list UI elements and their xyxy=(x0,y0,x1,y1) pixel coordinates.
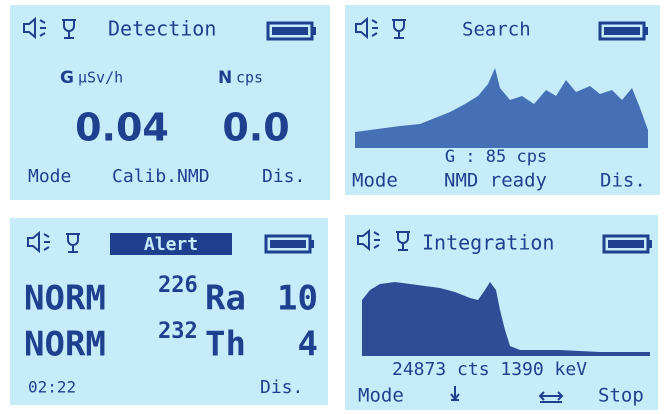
count: 10 xyxy=(277,279,318,319)
nuclide-class: NORM xyxy=(24,325,106,365)
readout: 24873 cts 1390 keV xyxy=(392,359,587,380)
screen-title: Integration xyxy=(422,231,554,255)
element: Ra xyxy=(205,279,246,319)
softkey[interactable]: NMD ready xyxy=(444,170,547,192)
channel-unit: µSv/h xyxy=(78,69,123,87)
count: 4 xyxy=(298,325,318,365)
softkey[interactable]: Mode xyxy=(358,385,404,407)
mass-number: 226 xyxy=(158,273,198,298)
softkey[interactable]: Dis. xyxy=(600,170,646,192)
mass-number: 232 xyxy=(158,319,198,344)
softkey[interactable]: Mode xyxy=(28,166,71,187)
device-screens: Detection G µSv/h N cps 0.04 0.0 Mode Ca… xyxy=(0,0,665,414)
softkey[interactable]: Calib.NMD xyxy=(112,166,210,187)
screen-title: Alert xyxy=(144,234,198,255)
softkey[interactable]: Dis. xyxy=(262,166,305,187)
softkey[interactable]: Stop xyxy=(598,385,644,407)
channel-name: G xyxy=(60,68,74,88)
element: Th xyxy=(205,325,246,365)
nuclide-class: NORM xyxy=(24,279,106,319)
softkey[interactable]: Mode xyxy=(352,170,398,192)
channel-name: N xyxy=(218,68,232,88)
readout: G : 85 cps xyxy=(445,147,547,167)
screen-title: Detection xyxy=(108,17,216,41)
softkey[interactable]: Dis. xyxy=(260,377,303,398)
timer: 02:22 xyxy=(28,378,76,397)
screen-title: Search xyxy=(462,19,531,41)
channel-unit: cps xyxy=(236,69,263,87)
reading: 0.0 xyxy=(222,106,289,150)
reading: 0.04 xyxy=(75,106,169,150)
